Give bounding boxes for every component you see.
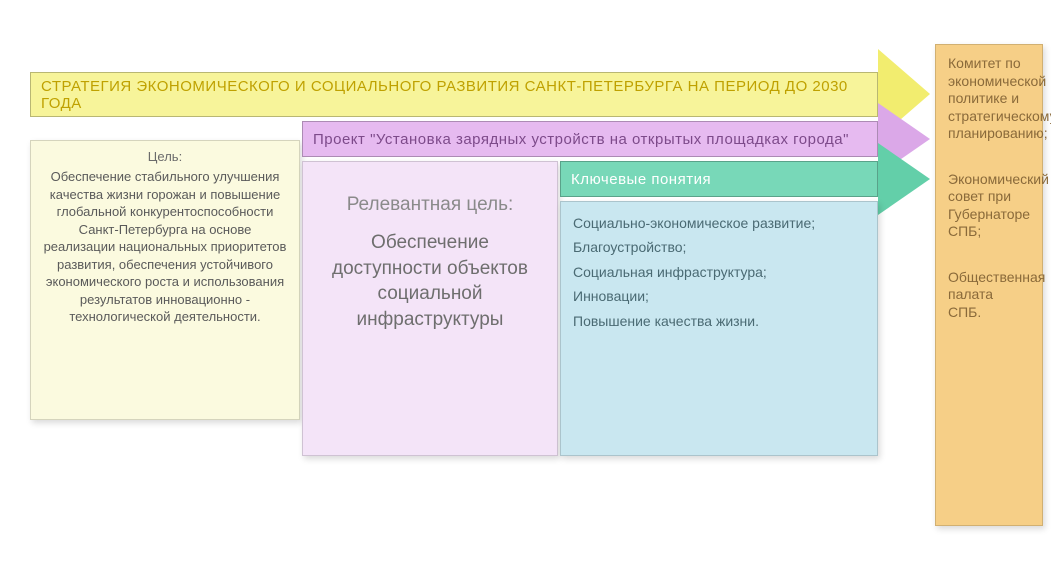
strategy-arrow-label: СТРАТЕГИЯ ЭКОНОМИЧЕСКОГО И СОЦИАЛЬНОГО Р…	[41, 78, 877, 112]
concepts-arrow-head	[878, 143, 930, 215]
concept-item-5: Повышение качества жизни.	[573, 310, 865, 332]
relevant-goal-label: Релевантная цель:	[315, 194, 545, 216]
committee-block-3: Общественная палата СПБ.	[948, 269, 1030, 322]
concepts-panel: Социально-экономическое развитие; Благоу…	[560, 201, 878, 456]
project-arrow-label: Проект "Установка зарядных устройств на …	[313, 131, 849, 148]
concepts-arrow-body: Ключевые понятия	[560, 161, 878, 197]
concept-item-2: Благоустройство;	[573, 236, 865, 258]
concept-item-4: Инновации;	[573, 285, 865, 307]
goal-body: Обеспечение стабильного улучшения качест…	[43, 168, 287, 326]
relevant-goal-panel: Релевантная цель: Обеспечение доступност…	[302, 161, 558, 456]
committee-panel: Комитет по экономической политике и стра…	[935, 44, 1043, 526]
project-arrow-body: Проект "Установка зарядных устройств на …	[302, 121, 878, 157]
concepts-arrow-label: Ключевые понятия	[571, 171, 711, 188]
committee-block-1: Комитет по экономической политике и стра…	[948, 55, 1030, 143]
concept-item-1: Социально-экономическое развитие;	[573, 212, 865, 234]
concept-item-3: Социальная инфраструктура;	[573, 261, 865, 283]
relevant-goal-body: Обеспечение доступности объектов социаль…	[315, 230, 545, 333]
goal-panel: Цель: Обеспечение стабильного улучшения …	[30, 140, 300, 420]
goal-label: Цель:	[43, 149, 287, 164]
strategy-arrow-body: СТРАТЕГИЯ ЭКОНОМИЧЕСКОГО И СОЦИАЛЬНОГО Р…	[30, 72, 878, 117]
committee-block-2: Экономический совет при Губернаторе СПБ;	[948, 171, 1030, 241]
